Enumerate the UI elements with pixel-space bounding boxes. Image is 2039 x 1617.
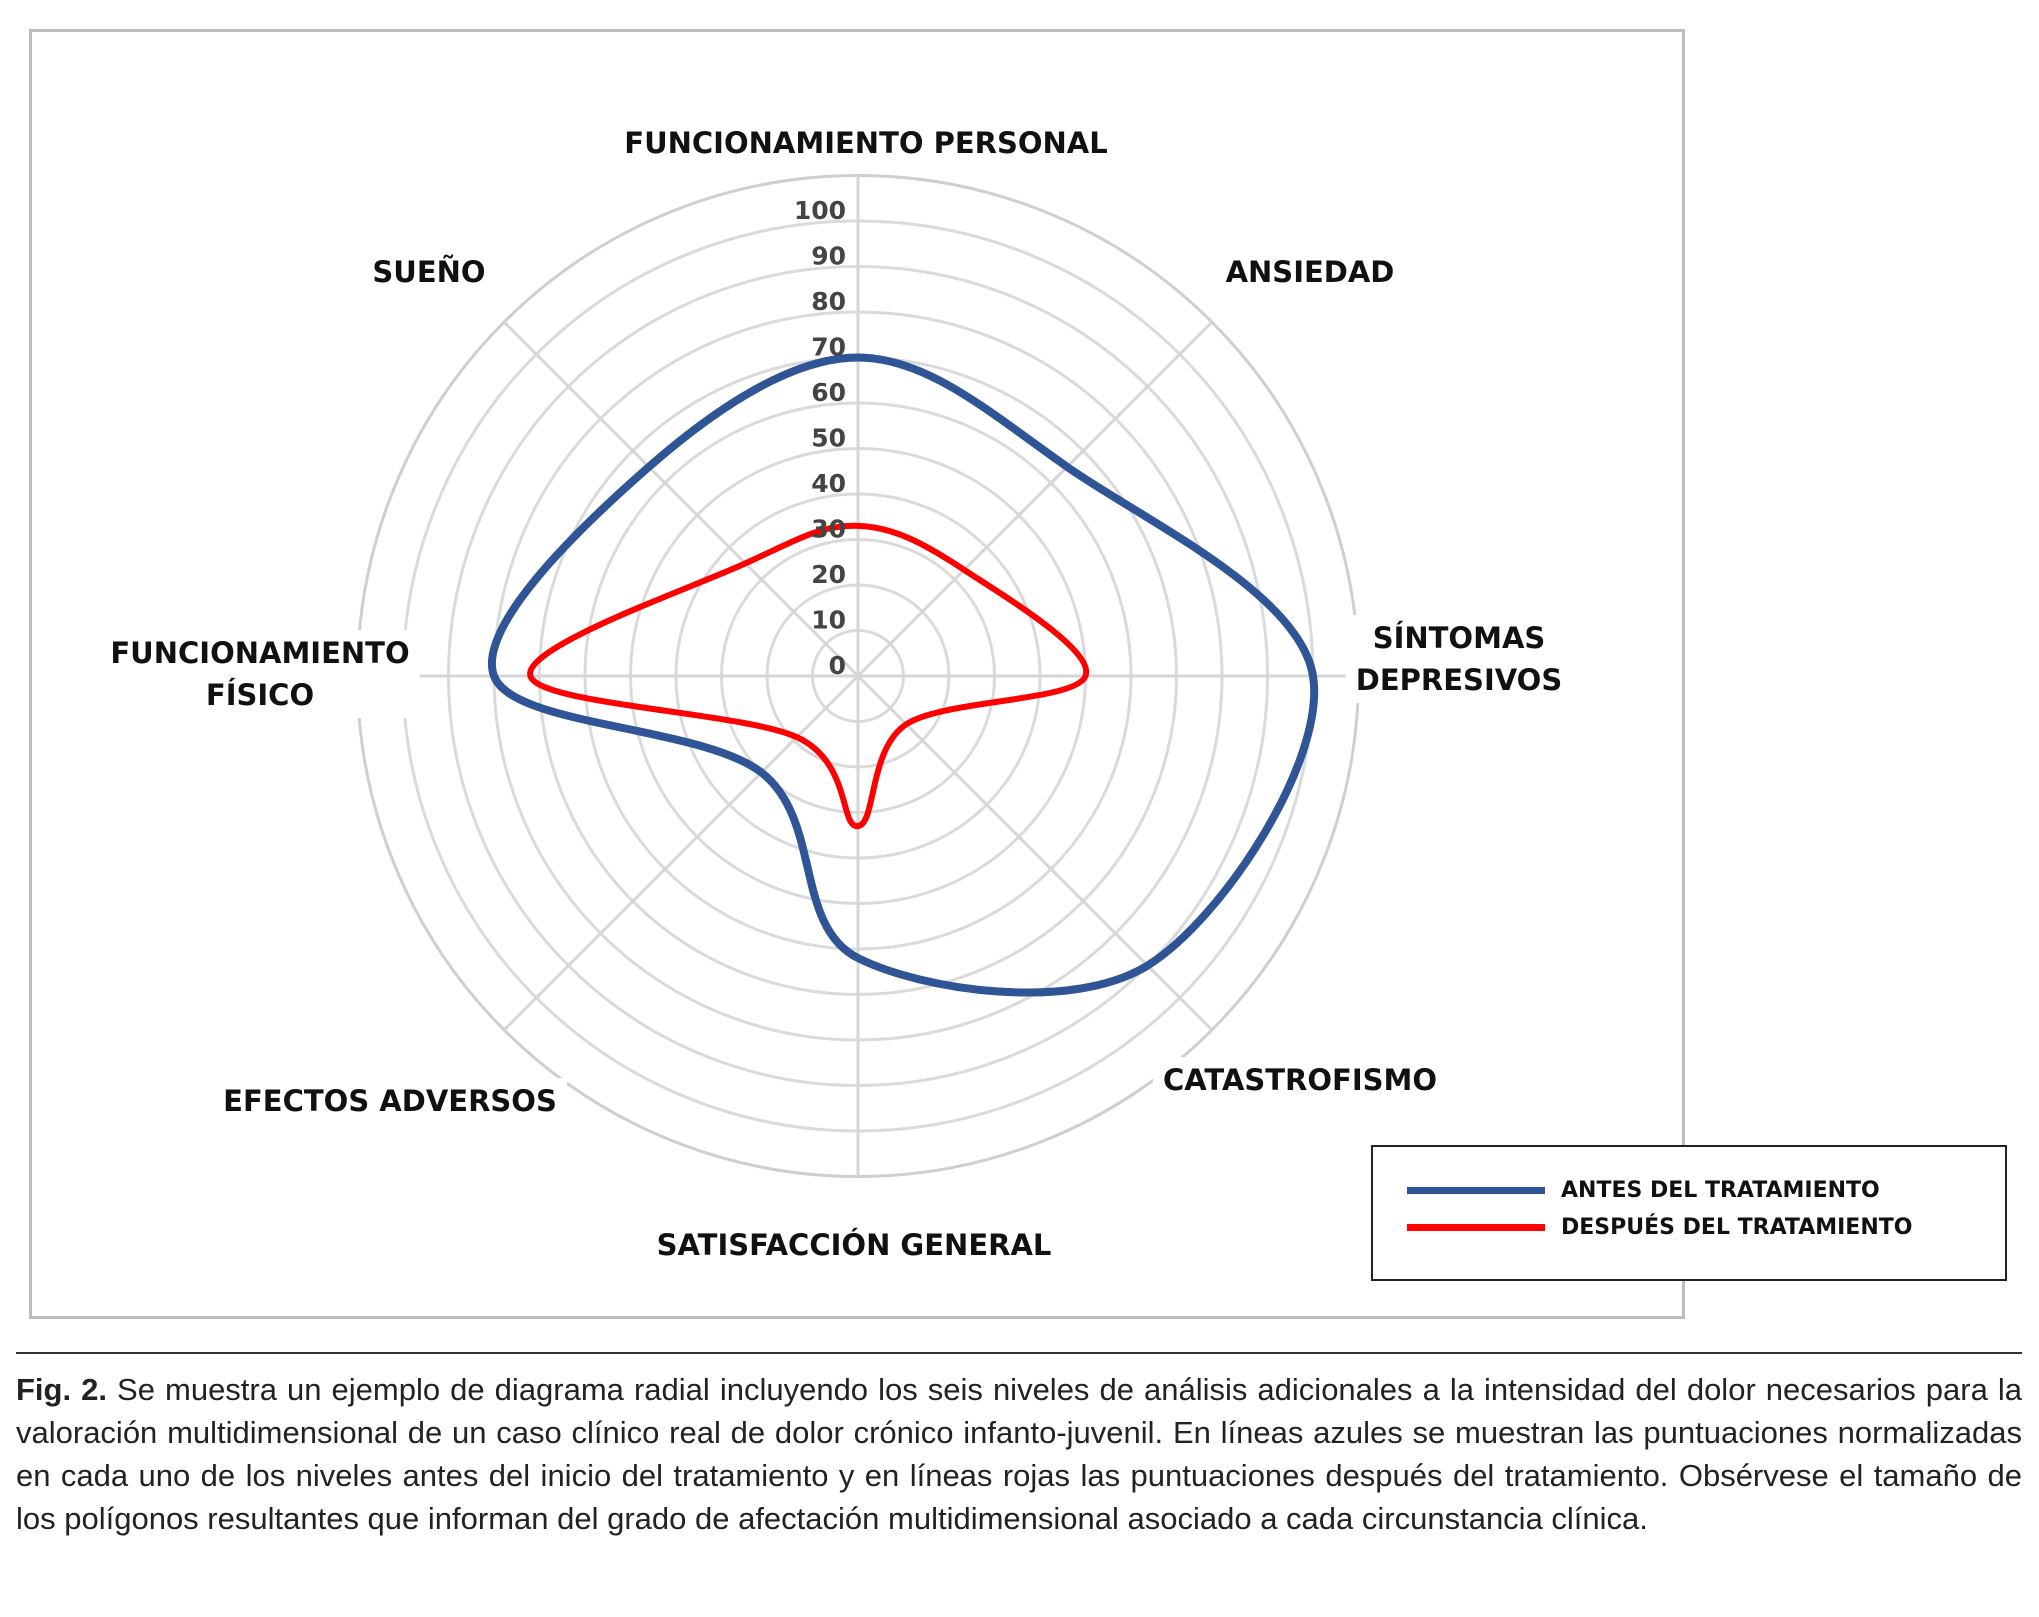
legend-label-before: ANTES DEL TRATAMIENTO bbox=[1561, 1178, 1880, 1203]
axis-label-line: ANSIEDAD bbox=[1226, 255, 1395, 289]
tick-label-10: 10 bbox=[811, 606, 846, 635]
series-line-0 bbox=[488, 353, 1319, 997]
axis-label-line: SATISFACCIÓN GENERAL bbox=[657, 1228, 1052, 1262]
axis-label-4: SATISFACCIÓN GENERAL bbox=[657, 1228, 1052, 1262]
figure-frame bbox=[29, 29, 1685, 1319]
axis-label-line: FÍSICO bbox=[206, 678, 314, 712]
legend-item-before: ANTES DEL TRATAMIENTO bbox=[1407, 1178, 1880, 1203]
axis-label-6: FUNCIONAMIENTO FÍSICO bbox=[110, 636, 409, 712]
axis-label-7: SUEÑO bbox=[372, 255, 485, 289]
axis-label-line: FUNCIONAMIENTO bbox=[110, 636, 409, 670]
legend: ANTES DEL TRATAMIENTO DESPUÉS DEL TRATAM… bbox=[1371, 1145, 2007, 1281]
axis-label-bg-5 bbox=[213, 1078, 567, 1124]
axis-label-bg-6 bbox=[100, 630, 420, 718]
axis-label-bg-2 bbox=[1345, 615, 1573, 703]
caption-text: Se muestra un ejemplo de diagrama radial… bbox=[16, 1372, 2022, 1536]
series-line-1 bbox=[527, 522, 1090, 830]
legend-label-after: DESPUÉS DEL TRATAMIENTO bbox=[1561, 1215, 1913, 1240]
tick-label-40: 40 bbox=[811, 469, 846, 498]
legend-swatch-after bbox=[1407, 1224, 1545, 1231]
legend-item-after: DESPUÉS DEL TRATAMIENTO bbox=[1407, 1215, 1912, 1240]
tick-label-30: 30 bbox=[811, 515, 846, 544]
tick-label-70: 70 bbox=[811, 333, 846, 362]
axis-label-1: ANSIEDAD bbox=[1226, 255, 1395, 289]
tick-label-50: 50 bbox=[811, 424, 846, 453]
axis-label-line: SÍNTOMAS bbox=[1373, 621, 1546, 655]
axis-label-0: FUNCIONAMIENTO PERSONAL bbox=[624, 126, 1107, 160]
spoke-1 bbox=[856, 321, 1213, 678]
spoke-7 bbox=[503, 321, 860, 678]
caption-rule bbox=[16, 1352, 2022, 1354]
legend-swatch-before bbox=[1407, 1187, 1545, 1194]
tick-label-90: 90 bbox=[811, 242, 846, 271]
tick-label-20: 20 bbox=[811, 560, 846, 589]
axis-label-line: CATASTROFISMO bbox=[1163, 1063, 1437, 1097]
spoke-3 bbox=[856, 674, 1213, 1031]
axis-label-bg-0 bbox=[614, 120, 1118, 166]
axis-label-line: SUEÑO bbox=[372, 255, 485, 289]
tick-label-60: 60 bbox=[811, 378, 846, 407]
axis-label-line: FUNCIONAMIENTO PERSONAL bbox=[624, 126, 1107, 160]
axis-label-2: SÍNTOMAS DEPRESIVOS bbox=[1356, 621, 1562, 697]
axis-label-bg-4 bbox=[646, 1222, 1062, 1268]
axis-label-bg-1 bbox=[1215, 249, 1405, 295]
figure-caption: Fig. 2. Se muestra un ejemplo de diagram… bbox=[16, 1368, 2022, 1540]
tick-label-80: 80 bbox=[811, 287, 846, 316]
axis-label-bg-3 bbox=[1152, 1057, 1448, 1103]
axis-label-line: DEPRESIVOS bbox=[1356, 663, 1562, 697]
axis-label-bg-7 bbox=[362, 249, 496, 295]
tick-label-100: 100 bbox=[794, 196, 846, 225]
caption-label: Fig. 2. bbox=[16, 1372, 107, 1407]
axis-label-5: EFECTOS ADVERSOS bbox=[223, 1084, 557, 1118]
axis-label-3: CATASTROFISMO bbox=[1163, 1063, 1437, 1097]
axis-label-line: EFECTOS ADVERSOS bbox=[223, 1084, 557, 1118]
tick-label-0: 0 bbox=[829, 651, 846, 680]
